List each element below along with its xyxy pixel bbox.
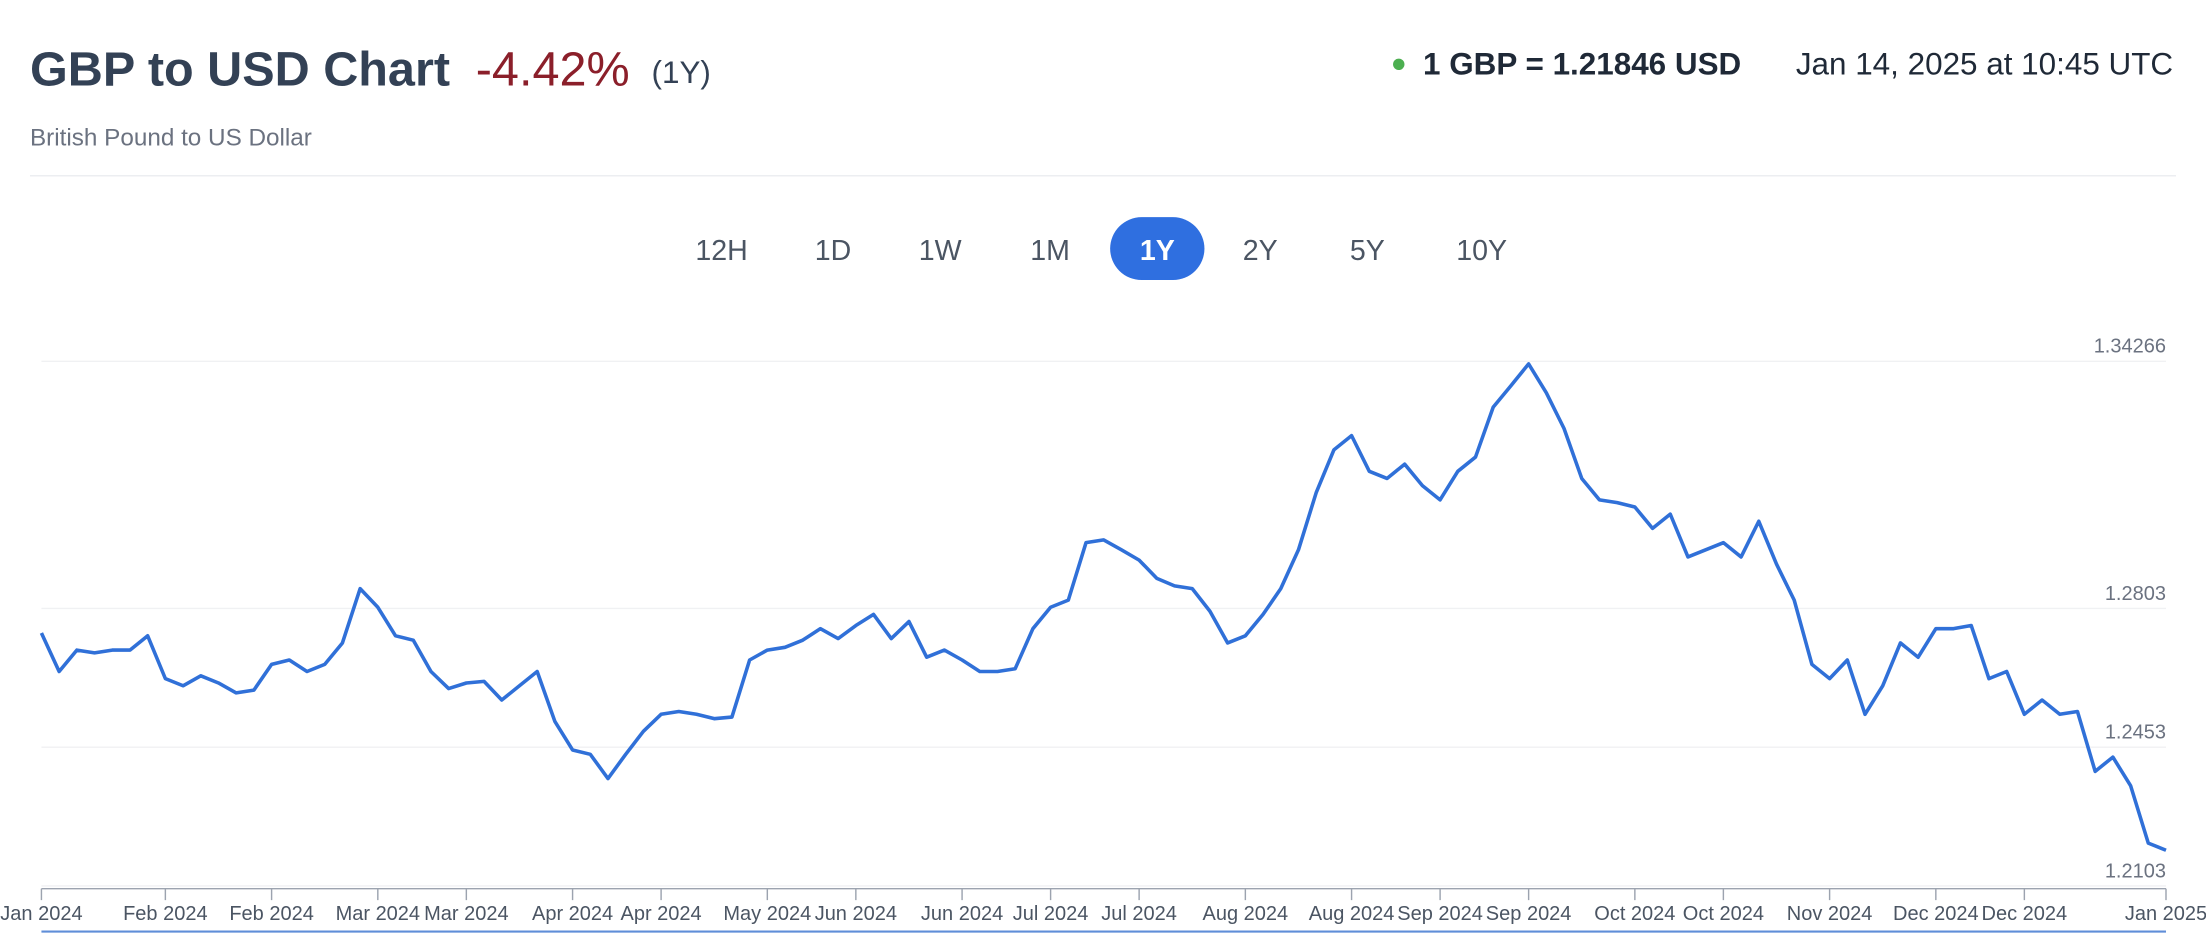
rate: 1 GBP = 1.21846 USD [1423,46,1741,81]
x-tick-label: Jan 2025 [2125,903,2206,925]
x-tick-label: Dec 2024 [1893,903,1979,925]
status-dot [1393,58,1405,71]
range-button[interactable]: 5Y [1350,235,1385,267]
range-button-active[interactable] [1110,217,1205,281]
change: -4.42% [476,43,630,97]
x-tick-label: Jul 2024 [1101,903,1177,925]
price-line [39,362,2167,852]
x-tick-label: Sep 2024 [1486,903,1572,925]
range-button[interactable]: 1D [815,235,852,267]
range-button[interactable]: 1W [919,235,962,267]
y-tick-label: 1.2453 [2105,722,2166,744]
x-tick-label: Apr 2024 [532,903,613,925]
range-button[interactable]: 10Y [1456,235,1507,267]
range-button[interactable]: 12H [695,235,747,267]
x-tick-label: Oct 2024 [1594,903,1675,925]
period: (1Y) [652,55,711,90]
x-tick-label: May 2024 [723,903,811,925]
range-button[interactable]: 1M [1030,235,1070,267]
timestamp: Jan 14, 2025 at 10:45 UTC [1796,46,2173,81]
x-tick-label: Oct 2024 [1683,903,1764,925]
y-tick-label: 1.2103 [2105,860,2166,882]
y-tick-label: 1.2803 [2105,583,2166,605]
chart-title: GBP to USD Chart [30,43,450,97]
x-tick-label: Mar 2024 [336,903,421,925]
x-tick-label: Nov 2024 [1787,903,1873,925]
range-button[interactable]: 2Y [1243,235,1278,267]
x-tick-label: Jul 2024 [1013,903,1089,925]
x-tick-label: Jun 2024 [815,903,897,925]
x-tick-label: Feb 2024 [123,903,208,925]
subtitle: British Pound to US Dollar [30,125,312,152]
x-tick-label: Sep 2024 [1397,903,1483,925]
x-tick-label: Jun 2024 [921,903,1003,925]
x-tick-label: Dec 2024 [1982,903,2068,925]
range-button[interactable]: 1Y [1140,235,1175,267]
x-tick-label: Aug 2024 [1203,903,1289,925]
x-tick-label: Apr 2024 [621,903,702,925]
x-tick-label: Feb 2024 [229,903,314,925]
x-tick-label: Mar 2024 [424,903,509,925]
y-tick-label: 1.34266 [2094,336,2166,358]
x-tick-label: Aug 2024 [1309,903,1395,925]
x-tick-label: Jan 2024 [0,903,82,925]
